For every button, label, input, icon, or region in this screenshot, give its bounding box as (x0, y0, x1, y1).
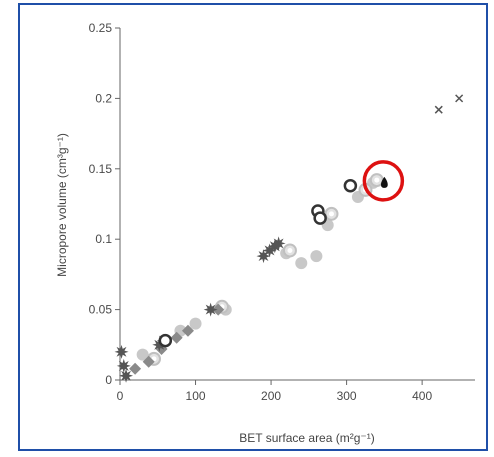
data-point-star (116, 358, 131, 373)
data-point-circle (189, 317, 202, 330)
data-point-donut (158, 333, 173, 348)
y-tick-label: 0.25 (89, 21, 113, 35)
data-point-diamond (212, 303, 225, 316)
data-points (114, 94, 464, 383)
data-point-donut (313, 211, 327, 225)
y-tick-label: 0.1 (95, 232, 112, 246)
data-point-cross (455, 94, 464, 103)
data-point-diamond (170, 331, 183, 344)
x-tick-label: 300 (337, 389, 357, 403)
chart-frame (18, 3, 488, 451)
x-axis-title: BET surface area (m²g⁻¹) (239, 431, 374, 445)
x-tick-label: 0 (117, 389, 124, 403)
axes (119, 28, 475, 381)
y-tick-label: 0 (105, 373, 112, 387)
x-tick-label: 100 (186, 389, 206, 403)
data-point-ring (282, 243, 297, 258)
ticks: 0 100 200 300 400 0 0.05 0.1 0.15 0.2 0.25 (89, 21, 433, 403)
data-point-star (203, 302, 218, 317)
data-point-circle (310, 250, 323, 263)
data-point-star (114, 344, 129, 359)
highlight (362, 160, 405, 202)
data-point-diamond (181, 324, 194, 337)
x-tick-label: 200 (261, 389, 281, 403)
y-tick-label: 0.15 (89, 162, 113, 176)
data-point-drop (380, 176, 388, 188)
y-tick-label: 0.05 (89, 303, 113, 317)
highlight-circle (362, 160, 405, 202)
data-point-star (271, 236, 286, 251)
data-point-star (119, 368, 134, 383)
data-point-circle (136, 348, 149, 361)
data-point-cross (434, 105, 443, 114)
data-point-circle (295, 257, 308, 270)
data-point-diamond (129, 362, 142, 375)
data-point-ring (324, 206, 339, 221)
y-axis-title: Micropore volume (cm³g⁻¹) (55, 133, 69, 277)
x-tick-label: 400 (412, 389, 432, 403)
data-point-diamond (142, 355, 155, 368)
data-point-donut (343, 178, 358, 193)
y-tick-label: 0.2 (95, 91, 112, 105)
